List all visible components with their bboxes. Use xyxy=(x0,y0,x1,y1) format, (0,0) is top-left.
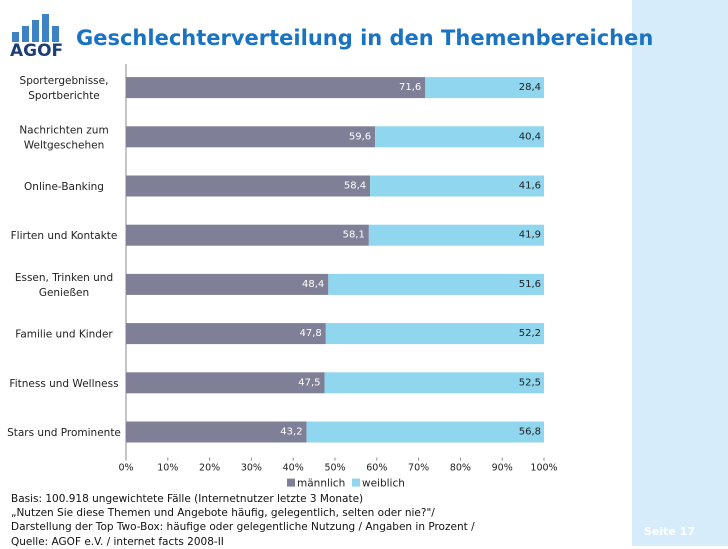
x-tick-label: 10% xyxy=(157,463,178,474)
agof-logo: AGOF xyxy=(8,10,68,64)
value-label-male: 59,6 xyxy=(349,131,371,142)
value-label-female: 28,4 xyxy=(519,82,541,93)
category-label: Weltgeschehen xyxy=(24,139,105,151)
bar-female xyxy=(325,323,544,345)
page-title: Geschlechterverteilung in den Themenbere… xyxy=(76,26,654,50)
page-number: Seite 17 xyxy=(643,525,695,538)
value-label-female: 40,4 xyxy=(519,131,541,142)
category-label: Sportergebnisse, xyxy=(20,75,109,87)
side-strip xyxy=(622,0,728,546)
bar-female xyxy=(328,273,544,295)
value-label-female: 52,5 xyxy=(519,377,541,388)
x-tick-label: 50% xyxy=(324,463,345,474)
legend-swatch-male xyxy=(287,478,295,487)
value-label-male: 47,5 xyxy=(298,377,320,388)
x-tick-label: 0% xyxy=(118,463,133,474)
x-tick-label: 70% xyxy=(408,463,429,474)
category-label: Familie und Kinder xyxy=(15,329,113,341)
legend-label-female: weiblich xyxy=(362,478,405,490)
x-tick-label: 90% xyxy=(492,463,513,474)
stacked-bar-chart: 71,6 28,4 Sportergebnisse, Sportberichte 59,… xyxy=(7,64,558,490)
bar-male xyxy=(126,175,371,197)
bar-female xyxy=(375,126,544,148)
legend-swatch-female xyxy=(352,478,360,487)
x-tick-label: 40% xyxy=(283,463,304,474)
x-tick-label: 30% xyxy=(241,463,262,474)
bar-male xyxy=(126,323,326,345)
bar-male xyxy=(126,421,307,443)
value-label-female: 41,9 xyxy=(519,230,541,241)
footnotes: Basis: 100.918 ungewichtete Fälle (Inter… xyxy=(11,492,475,549)
logo-text: AGOF xyxy=(10,41,64,61)
bar-male xyxy=(126,126,376,148)
value-label-male: 48,4 xyxy=(302,279,324,290)
bar-male xyxy=(126,273,329,295)
value-label-female: 51,6 xyxy=(519,279,541,290)
value-label-male: 58,4 xyxy=(344,181,366,192)
footnote-line: Basis: 100.918 ungewichtete Fälle (Inter… xyxy=(11,493,364,505)
value-label-male: 43,2 xyxy=(280,427,302,438)
value-label-male: 58,1 xyxy=(343,230,365,241)
value-label-female: 41,6 xyxy=(519,181,541,192)
legend-label-male: männlich xyxy=(297,478,345,490)
bar-female xyxy=(324,372,544,394)
value-label-male: 71,6 xyxy=(399,82,421,93)
category-label: Fitness und Wellness xyxy=(9,378,118,390)
category-label: Stars und Prominente xyxy=(7,427,121,439)
x-tick-label: 100% xyxy=(530,463,557,474)
x-tick-label: 80% xyxy=(450,463,471,474)
footnote-line: Quelle: AGOF e.V. / internet facts 2008-… xyxy=(11,535,224,548)
category-label: Sportberichte xyxy=(28,90,100,102)
value-label-female: 52,2 xyxy=(519,328,541,339)
value-label-female: 56,8 xyxy=(519,427,541,438)
value-label-male: 47,8 xyxy=(300,328,322,339)
category-label: Essen, Trinken und xyxy=(15,272,113,284)
footnote-line: „Nutzen Sie diese Themen und Angebote hä… xyxy=(11,507,435,520)
x-tick-label: 60% xyxy=(366,463,387,474)
bar-male xyxy=(126,77,426,99)
footnote-line: Darstellung der Top Two-Box: häufige ode… xyxy=(11,521,475,534)
x-tick-label: 20% xyxy=(199,463,220,474)
bar-female xyxy=(368,224,544,246)
bar-male xyxy=(126,224,369,246)
bar-female xyxy=(425,77,544,99)
category-label: Genießen xyxy=(39,287,89,299)
category-label: Flirten und Kontakte xyxy=(11,230,118,242)
category-label: Nachrichten zum xyxy=(19,124,108,136)
category-label: Online-Banking xyxy=(24,181,104,193)
bar-female xyxy=(306,421,544,443)
bar-female xyxy=(370,175,544,197)
bar-male xyxy=(126,372,325,394)
